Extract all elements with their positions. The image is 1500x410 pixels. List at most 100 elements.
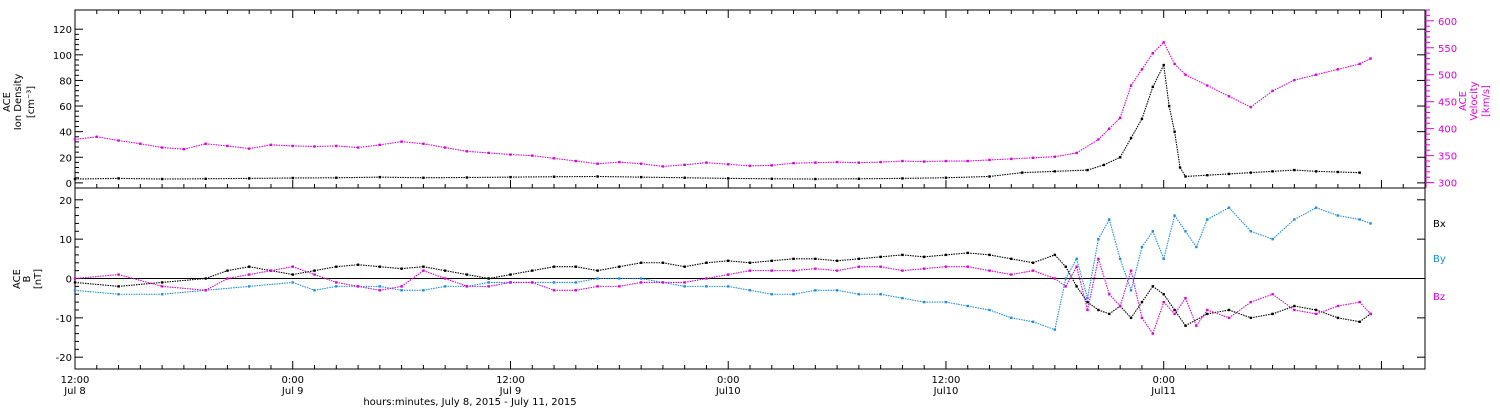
density-segment [1250,170,1273,174]
bz-segment [815,268,838,272]
velocity-point [487,151,490,155]
bz-point [1184,296,1187,300]
velocity-segment [989,158,1012,161]
velocity-segment [118,139,141,145]
velocity-segment [815,161,838,164]
by-segment [1097,219,1110,240]
by-point [1369,222,1372,225]
by-segment [989,309,1012,319]
bx-segment [488,274,511,280]
by-segment [249,281,293,287]
bx-segment [662,262,685,268]
bz-segment [1152,301,1165,334]
bz-segment [1250,293,1273,303]
bx-segment [619,262,642,268]
bottom-panel-series [73,206,1372,335]
bx-point [727,259,730,262]
bx-segment [1185,313,1208,327]
bz-point [531,281,534,284]
bx-segment [532,266,555,272]
bfield-tick-label: -20 [56,353,72,364]
by-point [291,281,294,284]
density-segment [1185,174,1208,178]
density-segment [684,177,729,179]
bx-point [1293,304,1296,308]
bx-segment [162,277,206,283]
density-segment [1163,64,1170,107]
bz-point [487,285,490,288]
time-tick-label: 12:00 [496,375,525,386]
density-segment [1141,86,1154,120]
by-segment [1228,207,1252,232]
velocity-point [1369,57,1372,60]
by-segment [1359,218,1371,224]
velocity-segment [510,154,533,157]
bx-segment [989,254,1012,260]
density-tick-label: 60 [59,102,72,113]
density-segment [1022,170,1055,174]
bx-segment [1207,309,1230,315]
b-field-label-line3: [nT] [33,269,44,289]
bx-segment [1294,305,1317,311]
bx-segment [1228,309,1251,319]
by-point [487,281,490,284]
top-panel-series [73,41,1372,181]
velocity-segment [1033,156,1055,159]
velocity-segment [597,161,620,165]
bz-segment [1108,293,1121,307]
time-tick-label: 12:00 [932,375,961,386]
density-tick-label: 40 [59,128,72,139]
bz-segment [836,266,859,272]
bz-segment [423,270,446,280]
bz-segment [1195,309,1208,327]
density-segment [1168,105,1176,132]
bz-segment [314,274,337,283]
density-point [727,177,730,180]
velocity-segment [575,160,598,165]
velocity-label-line2: Velocity [1469,81,1480,120]
by-segment [1163,215,1176,259]
density-segment [1054,169,1088,172]
density-tick-label: 80 [59,76,72,87]
ion-density-label-line1: ACE [2,92,13,112]
bz-segment [793,268,816,272]
velocity-tick-label: 350 [1438,152,1457,163]
bfield-tick-label: 20 [59,196,72,207]
bx-segment [401,266,424,270]
bx-segment [249,266,272,272]
by-segment [1315,207,1339,217]
bx-segment [837,258,859,262]
bx-segment [706,260,729,264]
by-point [1053,328,1057,331]
velocity-tick-label: 300 [1438,179,1457,190]
bz-segment [1272,293,1295,311]
bz-point [1293,308,1296,312]
bz-segment [1130,270,1143,318]
bz-segment [1228,301,1252,319]
velocity-tick-label: 600 [1438,17,1457,28]
by-point [73,289,77,292]
bz-point [814,267,817,270]
velocity-segment [270,144,293,147]
velocity-segment [1250,90,1273,108]
bz-segment [379,285,402,291]
by-segment [836,289,859,295]
bx-point [378,265,382,268]
bz-segment [444,277,468,287]
bx-segment [1011,258,1034,264]
bx-point [857,257,861,261]
by-segment [1141,230,1154,248]
velocity-segment [662,164,685,167]
velocity-segment [1185,74,1208,87]
by-segment [1065,258,1078,279]
bz-segment [1315,305,1339,315]
velocity-segment [1272,79,1295,92]
velocity-tick-label: 550 [1438,44,1457,55]
by-point [378,285,382,288]
bx-point [683,265,686,268]
x-axis-caption: hours:minutes, July 8, 2015 - July 11, 2… [363,397,576,408]
density-segment [1337,171,1360,174]
bx-point [901,253,904,257]
bx-segment [118,281,163,287]
bz-point [1151,332,1155,335]
